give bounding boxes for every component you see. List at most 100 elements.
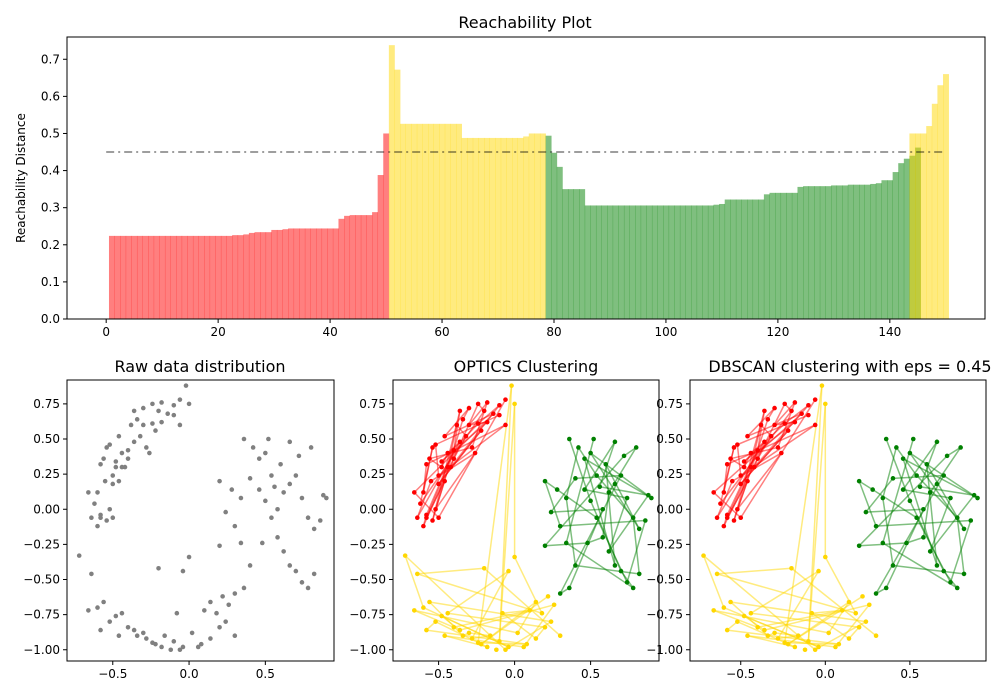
cluster-edge <box>956 517 965 574</box>
raw-point <box>223 619 228 624</box>
raw-point <box>180 568 186 574</box>
cluster-point <box>714 515 720 520</box>
cluster-point <box>792 419 798 425</box>
x-tick-label: −0.5 <box>726 667 755 681</box>
reachability-bar <box>937 85 944 319</box>
cluster-point <box>478 428 484 433</box>
reachability-bar <box>159 235 166 319</box>
cluster-point <box>588 498 593 504</box>
raw-point <box>147 450 152 456</box>
cluster-point <box>728 599 733 605</box>
reachability-bar <box>523 136 530 319</box>
cluster-point <box>582 456 587 461</box>
cluster-edge <box>865 477 894 513</box>
reachability-bar <box>148 235 155 319</box>
reachability-bar <box>763 194 770 319</box>
cluster-point <box>603 462 609 467</box>
reachability-bar <box>786 192 793 319</box>
reachability-bar <box>131 235 138 319</box>
cluster-point <box>624 580 630 585</box>
raw-point <box>238 495 244 501</box>
cluster-point <box>563 495 569 501</box>
raw-point <box>296 453 302 459</box>
reachability-bar <box>892 172 899 319</box>
y-tick-label: 0.7 <box>41 52 60 66</box>
cluster-edge <box>882 438 914 544</box>
cluster-point <box>463 433 469 439</box>
cluster-point <box>433 506 438 512</box>
raw-point <box>241 585 247 591</box>
cluster-point <box>527 608 533 613</box>
raw-point <box>113 613 119 619</box>
reachability-plot: Reachability Plot Reachability Distance … <box>14 13 986 339</box>
y-tick-label: 0.75 <box>656 397 683 411</box>
cluster-point <box>846 636 852 641</box>
cluster-point <box>515 630 520 636</box>
raw-point <box>311 571 317 577</box>
raw-point <box>110 473 116 478</box>
x-tick-label: 0.0 <box>816 667 835 681</box>
raw-point <box>159 400 164 405</box>
raw-point <box>189 630 195 636</box>
cluster-point <box>475 421 481 426</box>
raw-point <box>110 515 116 520</box>
reachability-bar <box>467 137 474 319</box>
cluster-point <box>497 639 502 644</box>
raw-point <box>101 456 106 461</box>
cluster-point <box>484 419 490 425</box>
cluster-point <box>503 397 508 402</box>
raw-point <box>293 568 299 574</box>
cluster-point <box>721 605 727 610</box>
raw-point <box>269 473 274 478</box>
raw-point <box>287 439 293 445</box>
y-tick-label: 0.50 <box>359 432 386 446</box>
cluster-point <box>633 445 639 450</box>
raw-point <box>250 445 256 450</box>
cluster-point <box>442 633 447 639</box>
cluster-point <box>816 568 821 574</box>
cluster-point <box>839 608 845 613</box>
reachability-bar <box>288 228 295 319</box>
raw-point <box>113 459 119 464</box>
raw-point <box>263 450 268 456</box>
cluster-point <box>454 422 460 428</box>
cluster-point <box>812 422 818 428</box>
cluster-point <box>948 580 953 585</box>
raw-point <box>128 422 134 428</box>
cluster-point <box>500 610 505 616</box>
cluster-point <box>506 644 511 650</box>
reachability-bar <box>573 189 580 319</box>
raw-point <box>162 633 167 639</box>
raw-point <box>217 543 222 549</box>
cluster-edge <box>502 609 530 614</box>
y-tick-label: 0.6 <box>41 89 60 103</box>
cluster-edge <box>919 486 975 496</box>
x-tick-label: 0.0 <box>505 667 524 681</box>
cluster-point <box>430 445 435 450</box>
cluster-point <box>917 484 923 490</box>
raw-point <box>174 610 180 616</box>
reachability-bar <box>276 229 283 319</box>
cluster-point <box>591 436 596 442</box>
cluster-point <box>524 641 530 647</box>
x-tick-label: 120 <box>766 325 789 339</box>
reachability-bar <box>136 235 143 319</box>
cluster-point <box>427 599 432 605</box>
cluster-point <box>402 553 408 558</box>
cluster-point <box>509 383 514 388</box>
cluster-point <box>745 633 750 639</box>
cluster-point <box>521 644 527 650</box>
reachability-bar <box>562 189 569 319</box>
cluster-edge <box>750 570 819 614</box>
reachability-bar <box>344 215 351 319</box>
cluster-point <box>785 428 791 433</box>
raw-point <box>266 436 271 442</box>
cluster-point <box>836 641 842 647</box>
cluster-point <box>762 627 767 633</box>
reachability-bar <box>674 205 681 319</box>
reachability-bar <box>108 235 115 319</box>
cluster-point <box>606 490 612 495</box>
reachability-bar <box>859 184 866 319</box>
raw-point <box>140 422 146 428</box>
